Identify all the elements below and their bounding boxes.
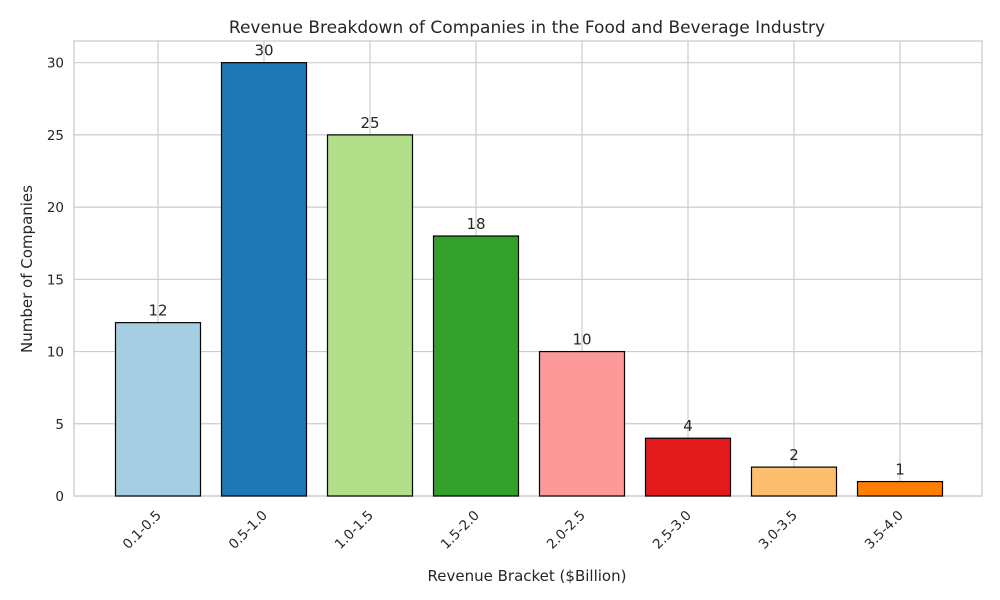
x-tick-label: 3.0-3.5 — [756, 508, 801, 553]
x-tick-label: 2.0-2.5 — [544, 508, 589, 553]
x-axis-label: Revenue Bracket ($Billion) — [428, 567, 627, 585]
bar-1.0-1.5 — [326, 134, 414, 497]
x-tick-label: 1.0-1.5 — [332, 508, 377, 553]
bar-0.5-1.0 — [220, 62, 308, 497]
bar-2.5-3.0 — [644, 437, 732, 497]
data-label: 1 — [895, 461, 905, 479]
bar-3.5-4.0 — [856, 480, 944, 497]
y-tick-label: 0 — [55, 489, 64, 505]
y-tick-label: 25 — [47, 128, 64, 144]
bar-3.0-3.5 — [750, 466, 838, 497]
plot-frame — [73, 40, 983, 497]
data-label: 10 — [572, 331, 591, 349]
x-tick-labels: 0.1-0.5 0.5-1.0 1.0-1.5 1.5-2.0 2.0-2.5 2.5-3… — [120, 508, 907, 553]
x-tick-label: 0.1-0.5 — [120, 508, 165, 553]
data-label: 2 — [789, 446, 799, 464]
chart-title: Revenue Breakdown of Companies in the Fo… — [229, 18, 825, 38]
data-label: 18 — [466, 215, 485, 233]
data-labels-layer: 12 30 25 18 10 4 2 1 — [148, 42, 904, 479]
grid-layer — [74, 41, 982, 497]
y-tick-label: 5 — [55, 417, 64, 433]
bar-1.5-2.0 — [432, 235, 520, 497]
data-label: 12 — [148, 302, 167, 320]
y-tick-labels: 0 5 10 15 20 25 30 — [47, 56, 64, 505]
y-tick-label: 15 — [47, 272, 64, 288]
data-label: 4 — [683, 417, 693, 435]
x-tick-label: 2.5-3.0 — [650, 508, 695, 553]
bar-0.1-0.5 — [114, 322, 202, 497]
y-tick-label: 20 — [47, 200, 64, 216]
x-tick-label: 0.5-1.0 — [226, 508, 271, 553]
x-tick-label: 1.5-2.0 — [438, 508, 483, 553]
data-label: 30 — [254, 42, 273, 60]
y-tick-label: 30 — [47, 56, 64, 72]
y-tick-label: 10 — [47, 345, 64, 361]
data-label: 25 — [360, 114, 379, 132]
bars-layer — [114, 62, 944, 497]
x-tick-label: 3.5-4.0 — [862, 508, 907, 553]
bar-2.0-2.5 — [538, 350, 626, 497]
y-axis-label: Number of Companies — [18, 185, 36, 353]
